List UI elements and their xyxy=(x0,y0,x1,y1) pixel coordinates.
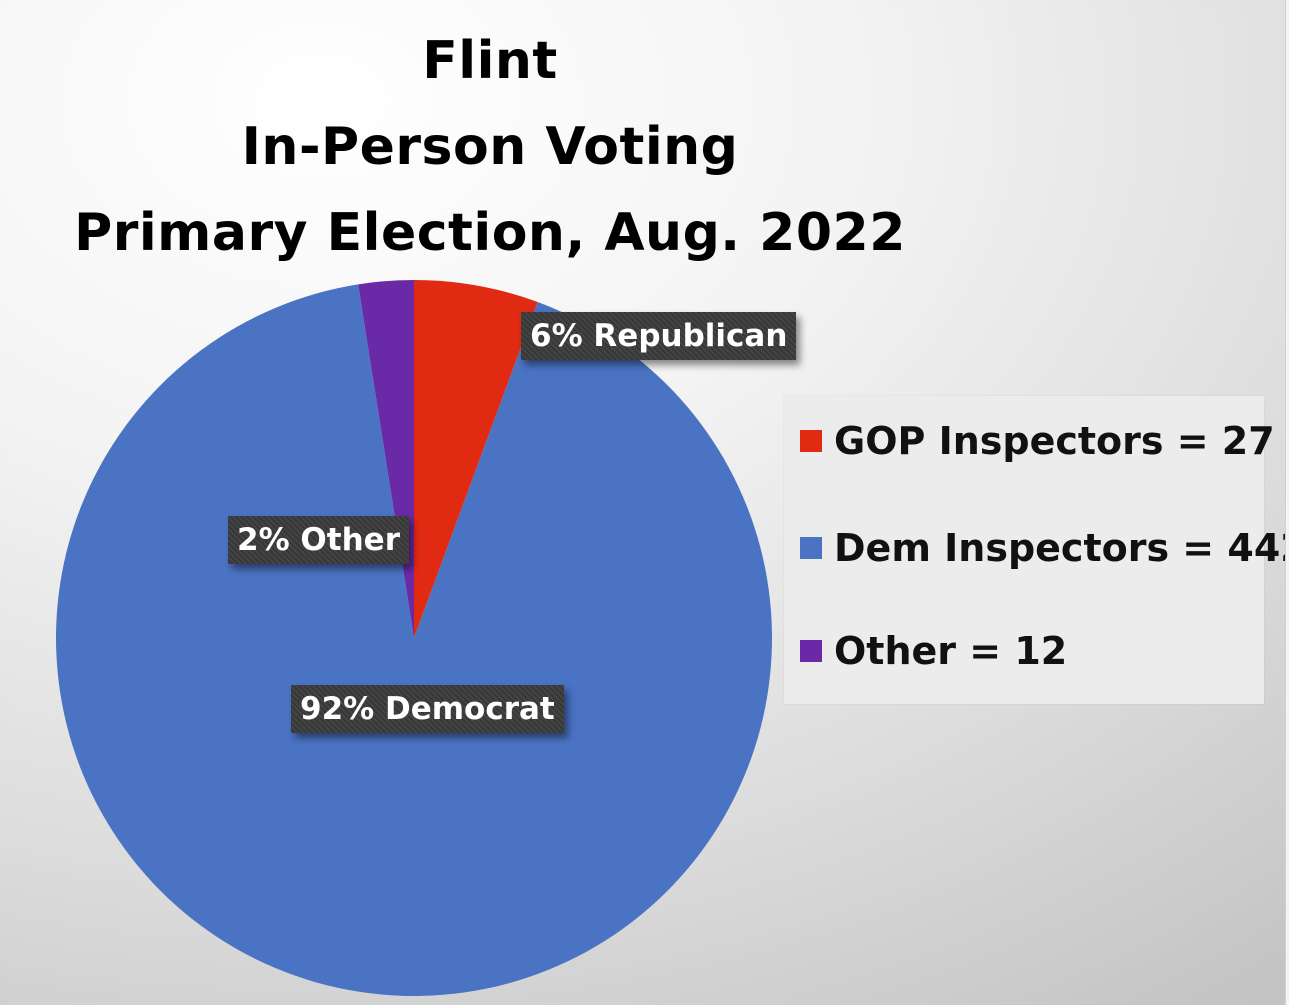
pie-slice-democrat xyxy=(55,284,773,997)
legend-label-gop: GOP Inspectors = 27 xyxy=(834,419,1275,463)
legend: GOP Inspectors = 27 Dem Inspectors = 442… xyxy=(784,396,1289,704)
legend-item-other: Other = 12 xyxy=(800,626,1067,676)
legend-item-gop: GOP Inspectors = 27 xyxy=(800,416,1275,466)
data-label-other: 2% Other xyxy=(228,516,409,564)
legend-swatch-other xyxy=(800,640,822,662)
legend-item-dem: Dem Inspectors = 442 xyxy=(800,523,1289,573)
legend-swatch-dem xyxy=(800,537,822,559)
data-label-democrat: 92% Democrat xyxy=(291,685,564,733)
chart-title: Flint In-Person Voting Primary Election,… xyxy=(40,18,940,276)
legend-label-dem: Dem Inspectors = 442 xyxy=(834,526,1289,570)
data-label-republican: 6% Republican xyxy=(521,312,797,360)
title-line-2: In-Person Voting xyxy=(241,117,739,177)
window-edge xyxy=(1285,0,1289,1005)
pie-slice-republican xyxy=(414,280,538,638)
legend-swatch-gop xyxy=(800,430,822,452)
title-line-3: Primary Election, Aug. 2022 xyxy=(74,203,906,263)
title-line-1: Flint xyxy=(422,31,558,91)
legend-label-other: Other = 12 xyxy=(834,629,1068,673)
